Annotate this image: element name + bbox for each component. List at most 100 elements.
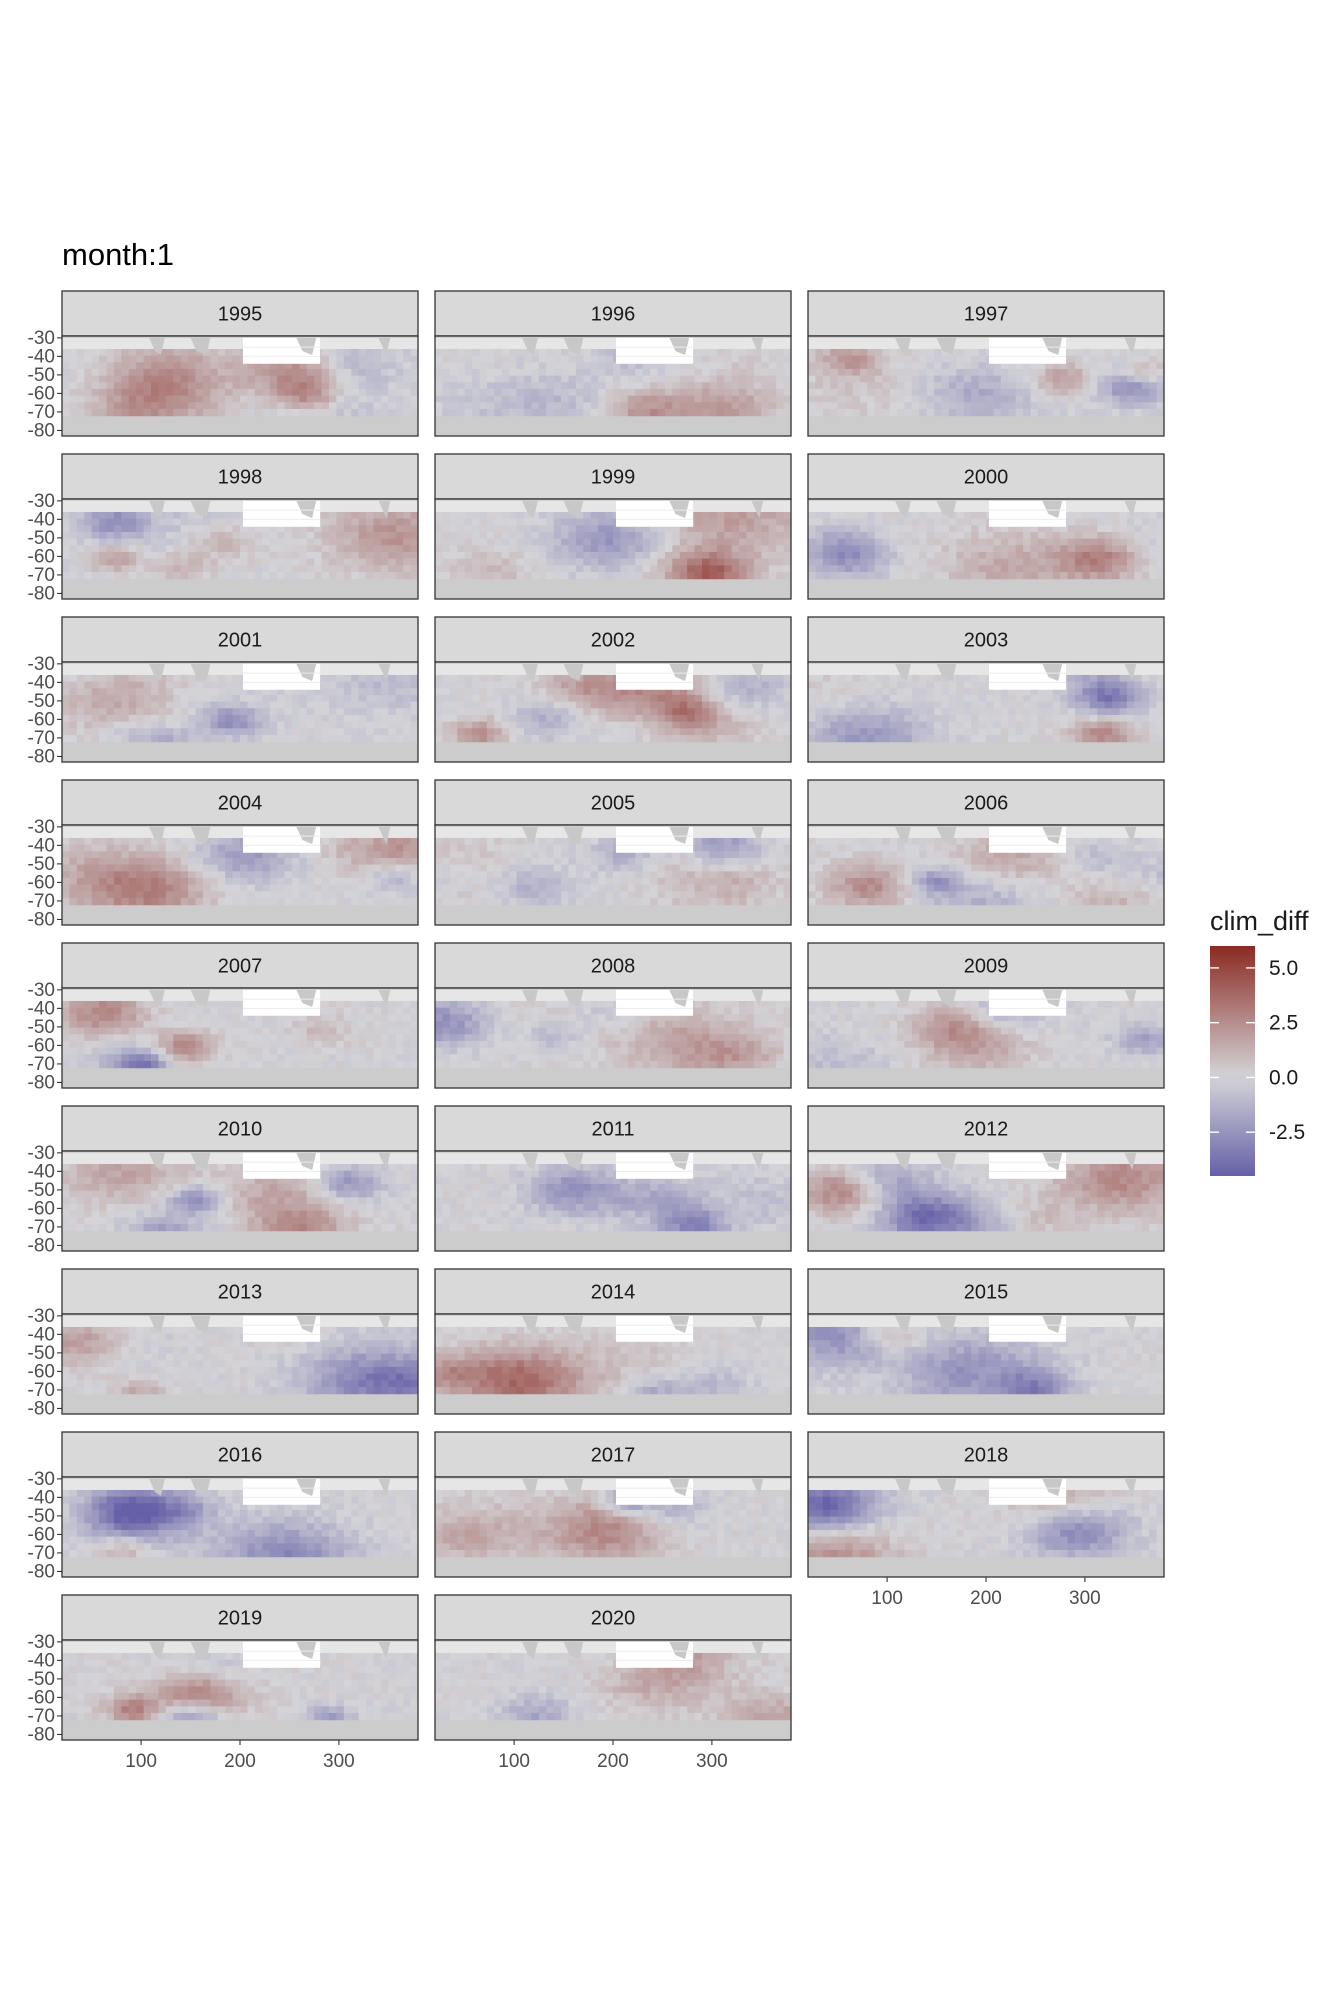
landmass bbox=[669, 826, 690, 844]
panel-2002: 2002 bbox=[434, 616, 792, 763]
anomaly-cells bbox=[435, 1652, 791, 1721]
y-tick-label: -80 bbox=[28, 420, 55, 441]
panel-2008: 2008 bbox=[434, 942, 792, 1089]
facet-label: 1998 bbox=[218, 467, 263, 489]
facet-strip bbox=[434, 779, 792, 826]
landmass bbox=[190, 337, 211, 355]
facet-label: 2008 bbox=[591, 956, 636, 978]
facet-label: 2019 bbox=[218, 1608, 263, 1630]
landmass bbox=[563, 500, 584, 518]
landmass bbox=[936, 337, 957, 355]
landmass bbox=[895, 500, 911, 518]
facet-label: 2002 bbox=[591, 630, 636, 652]
anomaly-cells bbox=[62, 1000, 418, 1069]
landmass bbox=[522, 826, 538, 844]
no-data-band bbox=[62, 500, 418, 512]
anomaly-cells bbox=[62, 1652, 418, 1721]
y-tick-label: -70 bbox=[28, 1217, 55, 1238]
landmass bbox=[1124, 1152, 1137, 1170]
panel-1995: 1995 -30-40-50-60-70-80 bbox=[28, 290, 419, 441]
landmass bbox=[378, 1152, 391, 1170]
x-tick-label: 200 bbox=[224, 1751, 256, 1772]
no-data-band bbox=[62, 337, 418, 349]
landmass bbox=[378, 826, 391, 844]
landmass bbox=[751, 989, 764, 1007]
facet-label: 2006 bbox=[964, 793, 1009, 815]
y-tick-label: -60 bbox=[28, 872, 55, 893]
y-tick-label: -50 bbox=[28, 528, 55, 549]
y-tick-label: -60 bbox=[28, 1687, 55, 1708]
landmass bbox=[1124, 663, 1137, 681]
landmass bbox=[1124, 1478, 1137, 1496]
facet-label: 2014 bbox=[591, 1282, 636, 1304]
landmass bbox=[190, 1152, 211, 1170]
no-data-band bbox=[808, 337, 1164, 349]
y-tick-label: -70 bbox=[28, 1706, 55, 1727]
panel-border bbox=[61, 1313, 419, 1415]
x-tick-label: 100 bbox=[125, 1751, 157, 1772]
facet-label: 2013 bbox=[218, 1282, 263, 1304]
panel-border bbox=[434, 1313, 792, 1415]
landmass bbox=[895, 1315, 911, 1333]
landmass bbox=[149, 1315, 165, 1333]
facet-label: 1995 bbox=[218, 304, 263, 326]
landmass bbox=[563, 1641, 584, 1659]
panel-border bbox=[61, 824, 419, 926]
y-tick-label: -50 bbox=[28, 1669, 55, 1690]
landmass bbox=[563, 663, 584, 681]
landmass bbox=[1042, 663, 1063, 681]
y-tick-label: -70 bbox=[28, 1543, 55, 1564]
y-tick-label: -70 bbox=[28, 728, 55, 749]
no-data-band bbox=[435, 826, 791, 838]
panel-2017: 2017 bbox=[434, 1431, 792, 1578]
y-tick-label: -40 bbox=[28, 1487, 55, 1508]
panel-border bbox=[434, 1476, 792, 1578]
landmass bbox=[190, 989, 211, 1007]
landmass bbox=[936, 663, 957, 681]
facet-label: 2018 bbox=[964, 1445, 1009, 1467]
y-tick-label: -50 bbox=[28, 1017, 55, 1038]
facet-strip bbox=[61, 1268, 419, 1315]
landmass bbox=[1042, 1315, 1063, 1333]
y-tick-label: -30 bbox=[28, 654, 55, 675]
landmass bbox=[378, 1641, 391, 1659]
facet-strip bbox=[61, 290, 419, 337]
landmass bbox=[190, 500, 211, 518]
y-tick-label: -70 bbox=[28, 565, 55, 586]
no-data-band bbox=[62, 1315, 418, 1327]
landmass bbox=[522, 500, 538, 518]
facet-strip bbox=[807, 616, 1165, 663]
no-data-band bbox=[435, 500, 791, 512]
landmass bbox=[522, 663, 538, 681]
landmass bbox=[149, 989, 165, 1007]
no-data-band bbox=[62, 989, 418, 1001]
landmass bbox=[669, 663, 690, 681]
landmass bbox=[190, 826, 211, 844]
y-tick-label: -50 bbox=[28, 854, 55, 875]
facet-label: 2003 bbox=[964, 630, 1009, 652]
no-data-band bbox=[62, 663, 418, 675]
anomaly-cells bbox=[62, 1163, 418, 1232]
landmass bbox=[190, 1315, 211, 1333]
landmass bbox=[936, 989, 957, 1007]
anomaly-cells bbox=[808, 1489, 1164, 1558]
panel-border bbox=[434, 987, 792, 1089]
y-tick-label: -40 bbox=[28, 346, 55, 367]
y-tick-label: -60 bbox=[28, 709, 55, 730]
panel-2003: 2003 bbox=[807, 616, 1165, 763]
landmass bbox=[149, 1478, 165, 1496]
facet-label: 2015 bbox=[964, 1282, 1009, 1304]
panel-2009: 2009 bbox=[807, 942, 1165, 1089]
y-tick-label: -70 bbox=[28, 1380, 55, 1401]
panel-2018: 2018 100 200 300 bbox=[807, 1431, 1165, 1609]
landmass bbox=[1042, 989, 1063, 1007]
facet-strip bbox=[434, 1431, 792, 1478]
y-tick-label: -50 bbox=[28, 1343, 55, 1364]
y-tick-label: -30 bbox=[28, 1469, 55, 1490]
y-tick-label: -70 bbox=[28, 1054, 55, 1075]
facet-label: 2005 bbox=[591, 793, 636, 815]
facet-strip bbox=[61, 616, 419, 663]
anomaly-cells bbox=[62, 1326, 418, 1395]
panel-border bbox=[807, 824, 1165, 926]
facet-strip bbox=[61, 942, 419, 989]
